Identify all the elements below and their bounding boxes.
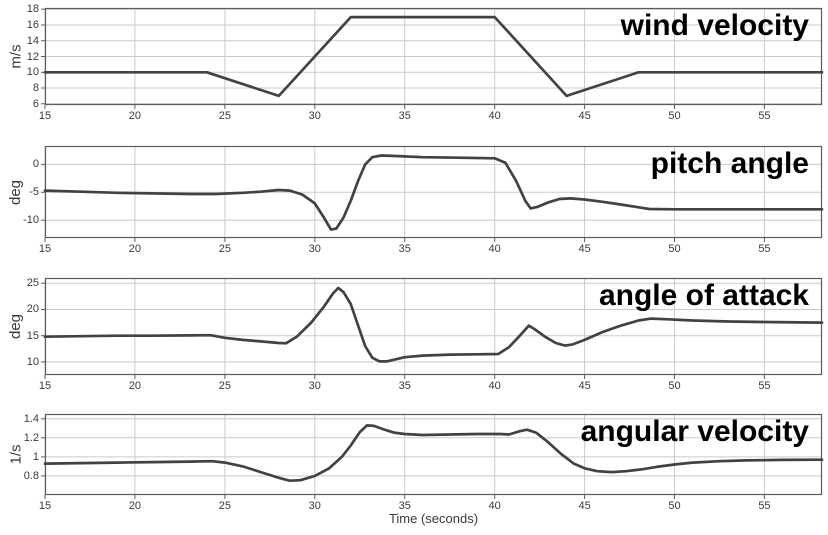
x-tick-label: 40 [488,500,501,512]
subplot-pitch-angle: deg pitch angle 0 -5 -10 15 20 25 30 35 40 45 50 5… [0,145,828,271]
x-tick-label: 20 [128,243,142,255]
x-tick-label: 35 [398,380,411,392]
x-tick-label: 30 [308,500,321,512]
x-tick-label: 15 [38,380,52,392]
x-tick-label: 15 [38,110,52,122]
x-tick-label: 50 [668,243,681,255]
x-tick-label: 15 [38,500,52,512]
plot-title: angular velocity [580,415,809,448]
x-tick-label: 55 [758,110,771,122]
x-tick-label: 45 [578,110,591,122]
plot-canvas [41,277,824,379]
plot-area: wind velocity [41,7,824,109]
y-tick-label: 25 [26,277,39,290]
x-axis-label: Time (seconds) [388,511,479,526]
x-tick-label: 15 [38,243,52,255]
plot-canvas [41,145,824,242]
x-tick-label: 25 [218,110,231,122]
x-tick-label: 20 [128,500,142,512]
x-tick-label: 55 [758,500,771,512]
plot-title: pitch angle [650,147,809,180]
y-tick-label: -5 [29,186,39,199]
y-tick-label: 18 [26,3,39,16]
y-tick-label: 14 [26,34,39,47]
x-tick-label: 20 [128,380,142,392]
x-tick-label: 35 [398,243,411,255]
x-tick-label: 50 [668,500,681,512]
y-tick-label: 10 [26,355,39,368]
y-tick-label: 1 [32,450,39,463]
x-tick-label: 40 [488,110,501,122]
y-tick-label: 10 [26,66,39,79]
plot-area: angle of attack [41,277,824,379]
plot-canvas [41,413,824,499]
x-tick-label: 25 [218,380,231,392]
y-tick-label: 12 [26,50,39,63]
y-tick-label: 6 [32,97,39,110]
x-tick-label: 45 [578,380,591,392]
y-tick-label: 15 [26,329,39,342]
y-tick-label: -10 [23,214,39,227]
x-tick-label: 55 [758,243,771,255]
subplot-angular-velocity: 1/s angular velocity 0.8 1 1.2 1.4 15 20 25 30… [0,412,828,526]
x-tick-label: 35 [398,110,411,122]
x-tick-label: 30 [308,243,321,255]
subplot-angle-of-attack: deg angle of attack 10 15 20 25 15 20 25 30 35 4… [0,277,828,408]
y-tick-label: 1.2 [23,431,39,444]
x-tick-label: 35 [398,500,411,512]
plot-title: wind velocity [620,9,809,42]
x-tick-label: 50 [668,380,681,392]
x-tick-label: 45 [578,243,591,255]
plot-title: angle of attack [598,279,809,312]
x-tick-label: 55 [758,380,771,392]
y-tick-label: 8 [32,82,39,95]
x-tick-label: 40 [488,243,501,255]
plot-area: pitch angle [41,145,824,242]
x-tick-label: 45 [578,500,591,512]
y-tick-label: 20 [26,303,39,316]
x-tick-label: 20 [128,110,142,122]
subplot-wind-velocity: m/s wind velocity 6 8 10 12 14 16 18 15 20 25 30 3… [0,3,828,138]
x-tick-label: 50 [668,110,681,122]
y-tick-label: 1.4 [23,412,39,425]
x-tick-label: 40 [488,380,501,392]
plot-area: angular velocity [41,413,824,499]
x-tick-label: 30 [308,110,321,122]
x-tick-label: 25 [218,500,231,512]
x-tick-label: 25 [218,243,231,255]
plot-canvas [41,7,824,109]
x-tick-label: 30 [308,380,321,392]
y-tick-label: 0 [32,158,39,171]
y-tick-label: 16 [26,18,39,31]
y-tick-label: 0.8 [23,469,39,482]
